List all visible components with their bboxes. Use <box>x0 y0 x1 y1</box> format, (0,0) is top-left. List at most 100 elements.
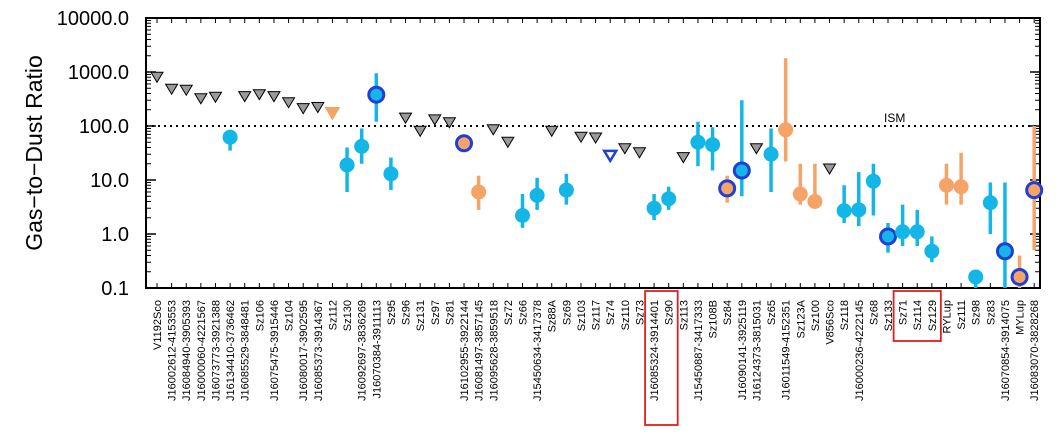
data-point <box>354 138 370 154</box>
category-label: J16085529-3848481 <box>240 300 252 401</box>
upper-limit-marker <box>164 83 179 96</box>
category-label: Sz66 <box>518 300 530 325</box>
highlight-boxes <box>644 290 942 426</box>
upper-limit-marker <box>500 136 515 149</box>
y-tick-label: 10000.0 <box>57 8 129 30</box>
upper-limit-marker <box>602 149 619 164</box>
upper-limit-marker <box>413 125 428 138</box>
data-point <box>938 177 954 193</box>
y-tick-label: 1000.0 <box>68 62 129 84</box>
category-label: Sz90 <box>664 300 676 325</box>
data-point <box>909 224 925 240</box>
category-label: Sz112 <box>327 300 339 330</box>
category-label: Sz118 <box>839 300 851 330</box>
upper-limit-marker <box>442 117 457 129</box>
upper-limit-marker <box>237 91 252 103</box>
data-point <box>661 191 677 207</box>
upper-limit-marker <box>822 163 837 175</box>
data-point <box>792 186 808 202</box>
upper-limit-marker <box>150 71 164 84</box>
category-label: Sz100 <box>810 300 822 331</box>
upper-limit-marker <box>398 112 413 125</box>
ism-reference: ISM <box>146 111 1040 127</box>
category-label: J16000236-4222145 <box>854 300 866 401</box>
upper-limit-marker <box>574 131 588 144</box>
highlight-box <box>892 290 942 342</box>
category-label: J16080017-3902595 <box>298 300 310 401</box>
data-point <box>995 242 1014 261</box>
category-label: Sz84 <box>722 300 734 325</box>
category-label: J16083070-3828268 <box>1029 300 1041 401</box>
category-label: V856Sco <box>825 300 837 345</box>
category-label: J16011549-4152351 <box>781 300 793 400</box>
category-label: Sz103 <box>576 300 588 331</box>
category-label: J16092697-3836269 <box>357 300 369 401</box>
upper-limit-marker <box>310 102 325 114</box>
data-point <box>1010 267 1029 286</box>
data-point <box>851 202 867 218</box>
upper-limit-marker <box>267 91 281 103</box>
error-bars <box>228 58 1036 288</box>
upper-limit-marker <box>179 84 194 97</box>
upper-limit-marker <box>676 152 691 164</box>
data-point <box>690 134 706 150</box>
data-point <box>1025 181 1044 200</box>
category-label: Sz104 <box>284 300 296 331</box>
data-point <box>924 243 940 259</box>
category-label: Sz98 <box>971 300 983 325</box>
category-label: Sz117 <box>591 300 603 330</box>
category-label: J15450887-3417333 <box>693 300 705 401</box>
category-label: Sz108B <box>708 300 720 339</box>
data-point <box>778 122 794 138</box>
upper-limit-marker <box>193 93 208 105</box>
data-point <box>763 146 779 162</box>
plot-frame <box>145 17 1041 289</box>
ism-label: ISM <box>884 111 905 125</box>
data-point <box>339 157 355 173</box>
category-label: Sz129 <box>927 300 939 331</box>
upper-limit-marker <box>544 125 559 138</box>
data-point <box>732 161 751 180</box>
category-label: J16090141-3925119 <box>737 300 749 400</box>
category-label: Sz72 <box>503 300 515 325</box>
y-axis-label: Gas−to−Dust Ratio <box>21 55 47 251</box>
category-label: Sz83 <box>985 300 997 325</box>
category-label: Sz133 <box>883 300 895 331</box>
data-point <box>222 129 238 145</box>
data-point <box>367 85 386 104</box>
data-point <box>515 208 530 224</box>
category-label: Sz95 <box>386 300 398 325</box>
upper-limit-marker <box>427 114 442 126</box>
data-point <box>646 200 662 216</box>
category-label: J16085373-3914367 <box>313 300 325 401</box>
category-label: Sz73 <box>634 300 646 325</box>
category-label: J16095628-3859518 <box>488 300 500 401</box>
category-label: Sz74 <box>605 300 617 325</box>
category-label: Sz131 <box>415 300 427 331</box>
data-point <box>968 269 984 285</box>
data-point <box>953 179 969 195</box>
category-label: Sz123A <box>795 299 807 338</box>
category-label: Sz65 <box>766 300 778 325</box>
category-label: J15450634-3417378 <box>532 300 544 401</box>
upper-limit-marker <box>252 89 267 101</box>
y-tick-label: 10.0 <box>90 170 129 192</box>
category-label: J16070384-3911113 <box>371 300 383 398</box>
upper-limit-marker <box>632 147 647 159</box>
axes <box>145 17 1041 289</box>
data-point <box>383 166 399 182</box>
category-label: Sz111 <box>956 300 968 330</box>
category-labels: V1192Sco J16002612-4153553 J16084940-39053… <box>152 299 1041 401</box>
category-label: Sz110 <box>620 300 632 330</box>
data-point <box>807 193 823 209</box>
data-point <box>865 173 881 189</box>
category-label: Sz71 <box>898 300 910 325</box>
data-point <box>718 179 737 198</box>
upper-limit-marker <box>281 97 296 109</box>
category-label: Sz68 <box>868 300 880 325</box>
category-label: Sz130 <box>342 300 354 331</box>
y-tick-labels: 0.1 1.0 10.0 100.0 1000.0 10000.0 <box>57 8 129 300</box>
category-label: Sz97 <box>430 300 442 325</box>
upper-limit-marker <box>617 143 632 155</box>
